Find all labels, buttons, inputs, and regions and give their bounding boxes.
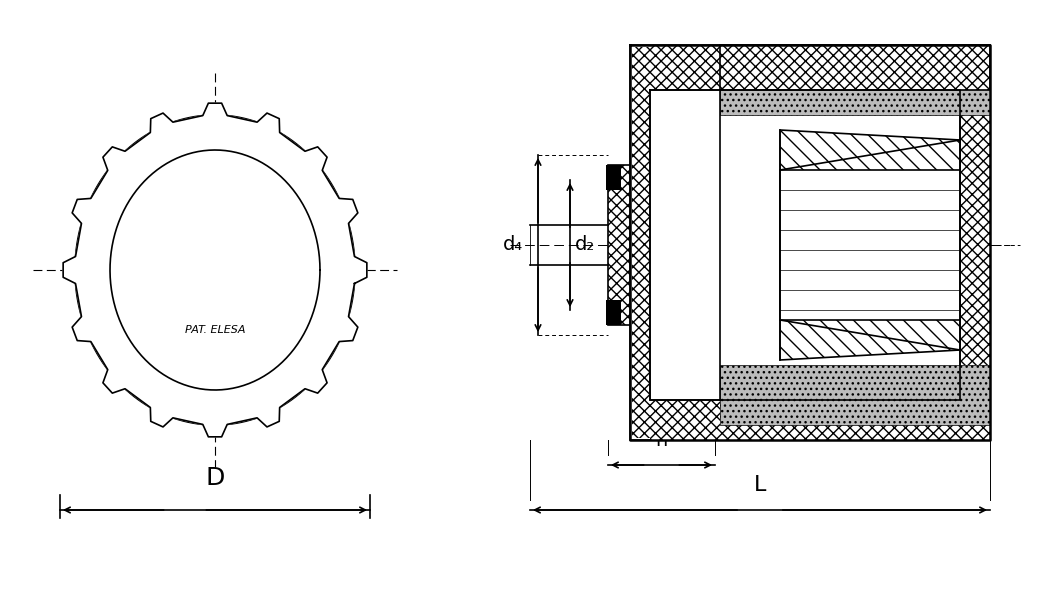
Bar bbox=[720, 365, 990, 425]
Polygon shape bbox=[63, 103, 366, 437]
Text: h: h bbox=[655, 431, 668, 450]
Bar bbox=[650, 90, 720, 400]
Bar bbox=[650, 400, 960, 440]
Bar bbox=[606, 165, 621, 190]
Text: PAT. ELESA: PAT. ELESA bbox=[185, 325, 246, 335]
Bar bbox=[720, 55, 990, 115]
Bar bbox=[630, 45, 990, 440]
Text: d₂: d₂ bbox=[575, 235, 595, 254]
Text: d₄: d₄ bbox=[503, 235, 523, 254]
Text: D: D bbox=[206, 466, 225, 490]
Bar bbox=[960, 45, 990, 440]
Bar bbox=[720, 45, 990, 90]
Polygon shape bbox=[780, 130, 960, 360]
Bar bbox=[780, 170, 960, 320]
Bar bbox=[720, 55, 990, 115]
Bar bbox=[606, 300, 621, 325]
Text: L: L bbox=[754, 475, 766, 495]
Bar bbox=[632, 47, 652, 438]
Bar bbox=[608, 165, 630, 325]
Bar bbox=[720, 365, 990, 425]
Bar bbox=[650, 90, 960, 400]
Bar bbox=[650, 45, 960, 90]
